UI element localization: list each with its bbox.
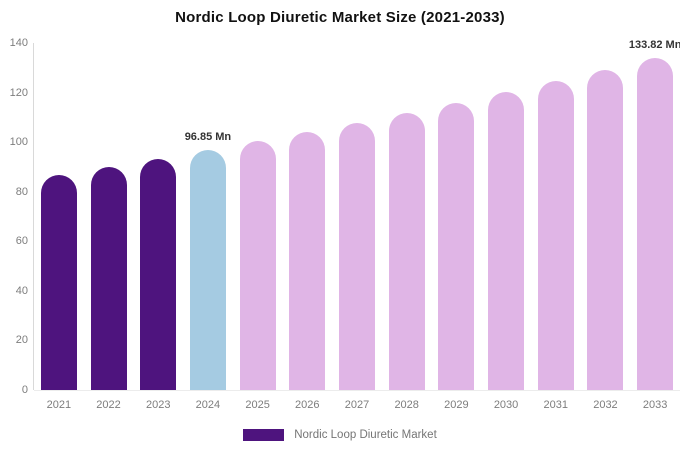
y-tick-label: 120 bbox=[9, 86, 28, 99]
legend-swatch bbox=[243, 428, 285, 441]
x-tick-label: 2026 bbox=[295, 399, 320, 411]
bar-2027 bbox=[339, 122, 375, 390]
x-tick-label: 2024 bbox=[195, 399, 221, 411]
legend: Nordic Loop Diuretic Market bbox=[0, 427, 680, 442]
y-tick-label: 80 bbox=[15, 185, 28, 198]
y-tick-label: 20 bbox=[15, 334, 28, 347]
x-axis-line bbox=[34, 390, 680, 391]
bar-2028 bbox=[388, 112, 425, 390]
x-tick-label: 2027 bbox=[344, 399, 370, 411]
x-tick-label: 2025 bbox=[245, 399, 270, 411]
x-tick-label: 2029 bbox=[444, 399, 469, 411]
legend-label: Nordic Loop Diuretic Market bbox=[294, 428, 437, 441]
y-tick-label: 100 bbox=[9, 136, 28, 149]
x-tick-label: 2032 bbox=[593, 399, 618, 411]
bar-2033 bbox=[637, 58, 674, 390]
bar-2030 bbox=[488, 92, 525, 390]
bar-2031 bbox=[537, 81, 574, 390]
value-annotation-2024: 96.85 Mn bbox=[184, 130, 232, 143]
chart-title: Nordic Loop Diuretic Market Size (2021-2… bbox=[175, 9, 505, 26]
bar-2026 bbox=[289, 131, 326, 390]
x-tick-label: 2031 bbox=[543, 399, 568, 411]
y-axis-line bbox=[33, 43, 34, 390]
x-tick-label: 2033 bbox=[642, 399, 668, 411]
x-tick-label: 2023 bbox=[145, 399, 171, 411]
x-tick-label: 2021 bbox=[46, 399, 72, 411]
x-tick-label: 2028 bbox=[394, 399, 419, 411]
y-tick-label: 40 bbox=[15, 284, 28, 297]
y-tick-label: 140 bbox=[9, 37, 28, 49]
value-annotation-2033: 133.82 Mn bbox=[628, 39, 680, 52]
bar-2032 bbox=[587, 70, 624, 390]
y-tick-label: 60 bbox=[15, 235, 28, 248]
bar-2025 bbox=[239, 141, 276, 390]
bar-2029 bbox=[438, 102, 475, 390]
x-tick-label: 2022 bbox=[96, 399, 121, 411]
bar-2024 bbox=[189, 149, 226, 390]
bar-2022 bbox=[90, 166, 127, 390]
x-tick-label: 2030 bbox=[493, 399, 519, 411]
y-tick-label: 0 bbox=[21, 384, 28, 396]
bar-2023 bbox=[140, 158, 177, 390]
bar-2021 bbox=[40, 174, 77, 390]
